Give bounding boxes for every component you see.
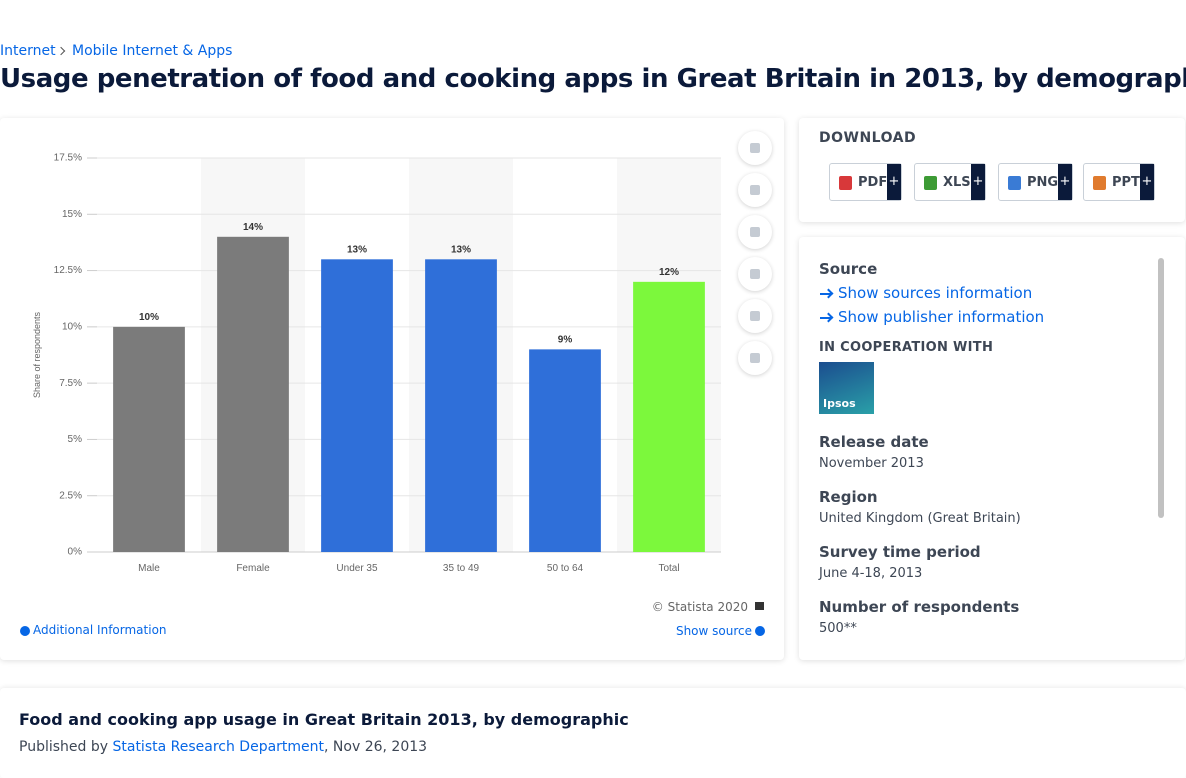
page: Internet Mobile Internet & Apps Usage pe… — [0, 0, 1186, 760]
description-heading: Food and cooking app usage in Great Brit… — [19, 710, 629, 729]
flag-icon[interactable] — [755, 602, 764, 610]
scrollbar[interactable] — [1158, 258, 1164, 518]
sources-link[interactable]: Show sources information — [838, 284, 1033, 302]
bar — [425, 259, 497, 552]
print-button[interactable] — [738, 341, 772, 375]
arrow-icon — [820, 317, 832, 319]
x-tick-label: Female — [236, 563, 270, 574]
x-tick-label: 35 to 49 — [443, 563, 480, 574]
bar — [321, 259, 393, 552]
show-source-link[interactable]: Show source — [675, 624, 752, 638]
y-tick-label: 15% — [62, 209, 82, 220]
field-value: United Kingdom (Great Britain) — [819, 511, 1021, 526]
y-axis-label: Share of respondents — [32, 311, 42, 398]
plus: + — [1058, 164, 1072, 200]
chart-card: 0% 2.5% 5% 7.5% 10% 12.5% 15% 17.5% Share of res… — [0, 118, 784, 660]
y-tick-label: 7.5% — [59, 378, 82, 389]
file-icon — [924, 176, 937, 190]
breadcrumb-chevron — [56, 46, 66, 56]
publisher-link[interactable]: Show publisher information — [838, 308, 1045, 326]
file-icon — [1008, 176, 1021, 190]
value-label: 12% — [659, 267, 679, 278]
field-label: Release date — [819, 433, 929, 451]
chart: 0% 2.5% 5% 7.5% 10% 12.5% 15% 17.5% Share of res… — [32, 153, 721, 574]
page-title: Usage penetration of food and cooking ap… — [0, 64, 1186, 94]
cooperation-heading: IN COOPERATION WITH — [819, 340, 994, 355]
x-tick-label: Total — [658, 563, 679, 574]
file-icon — [839, 176, 852, 190]
y-tick-label: 12.5% — [54, 265, 82, 276]
breadcrumb-link[interactable]: Internet — [0, 43, 56, 59]
value-label: 10% — [139, 312, 159, 323]
format-label: PPT — [1112, 175, 1140, 190]
download-ppt[interactable]: PPT + — [1083, 163, 1155, 201]
published-prefix: Published by — [19, 739, 109, 755]
x-tick-label: Male — [138, 563, 160, 574]
alert-button[interactable] — [738, 173, 772, 207]
x-tick-label: 50 to 64 — [547, 563, 584, 574]
plus: + — [1140, 164, 1154, 200]
field-value: 500** — [819, 621, 857, 636]
download-title: DOWNLOAD — [819, 130, 917, 146]
additional-info-link[interactable]: Additional Information — [33, 623, 167, 637]
info-icon — [755, 626, 765, 636]
share-button[interactable] — [738, 257, 772, 291]
plus: + — [971, 164, 985, 200]
download-pdf[interactable]: PDF + — [829, 163, 902, 201]
field-value: November 2013 — [819, 456, 924, 471]
file-icon — [1093, 176, 1106, 190]
y-tick-label: 5% — [68, 434, 83, 445]
value-label: 13% — [451, 244, 471, 255]
arrow-icon — [820, 293, 832, 295]
field-label: Survey time period — [819, 543, 981, 561]
format-label: PNG — [1027, 175, 1059, 190]
bar — [217, 236, 289, 553]
breadcrumb-link[interactable]: Mobile Internet & Apps — [72, 43, 233, 59]
value-label: 14% — [243, 222, 263, 233]
field-value: June 4-18, 2013 — [819, 566, 923, 581]
field-label: Region — [819, 488, 878, 506]
info-card — [799, 237, 1185, 660]
bar — [529, 349, 601, 552]
published-line: Published by Statista Research Departmen… — [19, 739, 427, 755]
field-label: Number of respondents — [819, 598, 1020, 616]
info-icon — [20, 626, 30, 636]
format-label: XLS — [943, 175, 971, 190]
copyright: © Statista 2020 — [651, 600, 748, 614]
favorite-button[interactable] — [738, 131, 772, 165]
download-xls[interactable]: XLS + — [914, 163, 986, 201]
value-label: 9% — [558, 334, 573, 345]
x-tick-label: Under 35 — [336, 563, 378, 574]
cite-button[interactable] — [738, 299, 772, 333]
separator: , — [324, 739, 329, 755]
y-tick-label: 0% — [68, 547, 83, 558]
logo-text: Ipsos — [823, 397, 856, 410]
author-link[interactable]: Statista Research Department — [112, 739, 325, 755]
bar — [633, 281, 705, 552]
bar — [113, 326, 185, 552]
y-tick-label: 17.5% — [54, 153, 82, 164]
y-tick-label: 10% — [62, 321, 82, 332]
value-label: 13% — [347, 244, 367, 255]
published-date: Nov 26, 2013 — [332, 739, 428, 755]
settings-button[interactable] — [738, 215, 772, 249]
source-heading: Source — [819, 260, 878, 278]
description-card — [0, 688, 1186, 778]
y-tick-label: 2.5% — [59, 490, 82, 501]
plus: + — [887, 164, 901, 200]
format-label: PDF — [858, 175, 888, 190]
partner-logo: Ipsos — [819, 362, 874, 414]
download-png[interactable]: PNG + — [998, 163, 1073, 201]
